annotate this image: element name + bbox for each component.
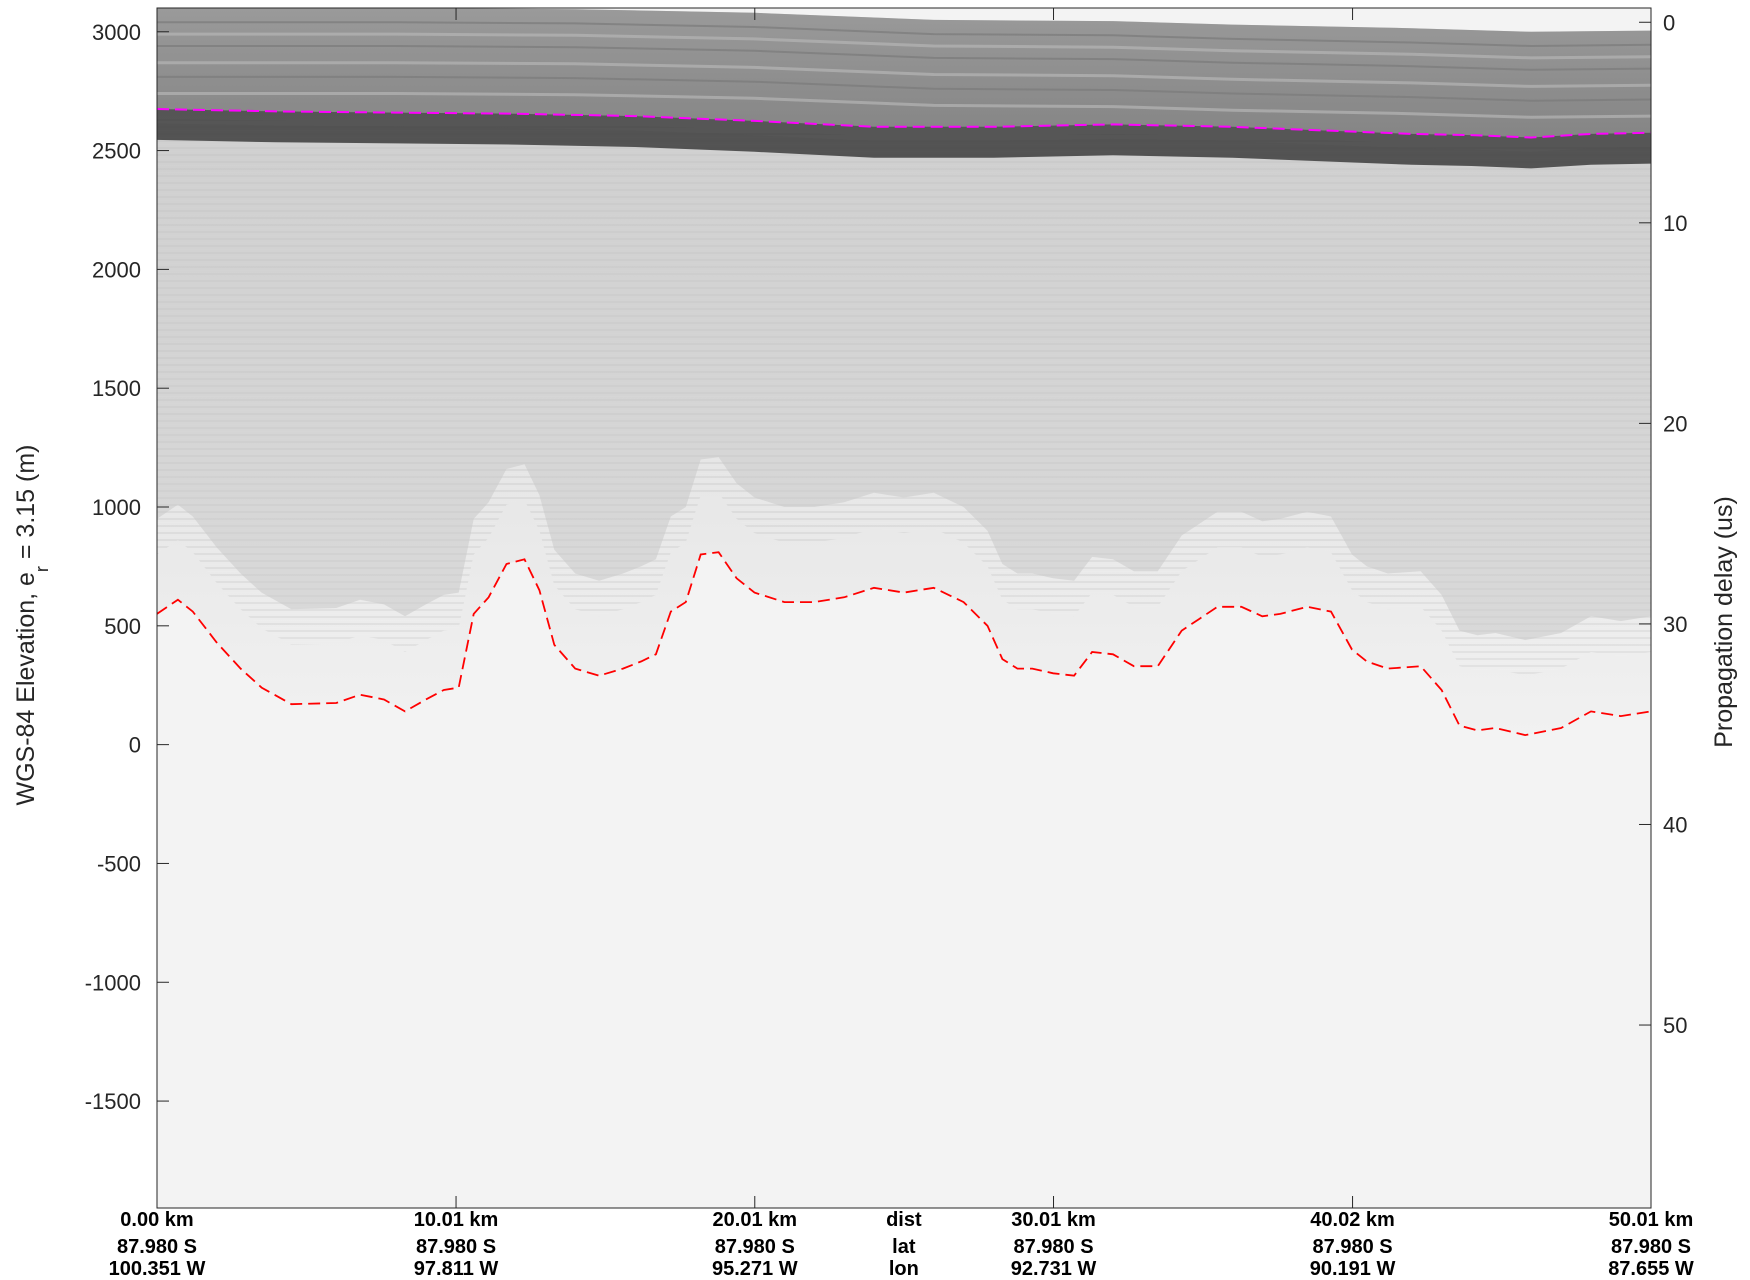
plot-frame: [156, 7, 1652, 1209]
right-axis-title: Propagation delay (us): [1710, 496, 1738, 748]
dark-firn-band: [157, 104, 1651, 169]
row-label-dist: dist: [886, 1209, 922, 1231]
plot-area: [157, 8, 1651, 1208]
position-lon-label: 92.731 W: [1011, 1258, 1097, 1280]
bottom-axis: [156, 8, 1652, 1208]
position-lon-label: 100.351 W: [109, 1258, 206, 1280]
position-lat-label: 87.980 S: [416, 1236, 496, 1258]
left-axis-title: WGS-84 Elevation, er = 3.15 (m): [12, 444, 52, 805]
right-tick-label: 50: [1663, 1013, 1687, 1038]
position-lat-label: 87.980 S: [715, 1236, 795, 1258]
left-tick-label: 1500: [92, 376, 141, 401]
left-tick-label: 0: [129, 733, 141, 758]
firn-stripe: [157, 92, 1651, 119]
left-axis: 3000 2500 2000 1500 1000 500 0 -500 -1000 -1500: [85, 20, 169, 1114]
right-tick-label: 40: [1663, 812, 1687, 837]
firn-stripe: [157, 75, 1651, 102]
right-tick-label: 20: [1663, 411, 1687, 436]
position-lon-label: 90.191 W: [1310, 1258, 1396, 1280]
position-dist-label: 50.01 km: [1609, 1209, 1694, 1231]
position-lon-label: 87.655 W: [1608, 1258, 1694, 1280]
left-tick-label: 1000: [92, 495, 141, 520]
position-lat-label: 87.980 S: [1013, 1236, 1093, 1258]
right-axis: 0 10 20 30 40 50: [1639, 10, 1687, 1038]
position-dist-label: 30.01 km: [1011, 1209, 1096, 1231]
left-tick-label: 3000: [92, 20, 141, 45]
left-tick-label: -1500: [85, 1089, 141, 1114]
position-lon-label: 95.271 W: [712, 1258, 798, 1280]
right-tick-label: 30: [1663, 612, 1687, 637]
position-dist-label: 0.00 km: [120, 1209, 193, 1231]
left-tick-label: 2000: [92, 257, 141, 282]
position-lon-label: 97.811 W: [414, 1258, 499, 1280]
ice-surface-pick-line: [157, 108, 1651, 139]
deep-ice-band: [157, 123, 1651, 641]
bed-pick-line: [157, 551, 1651, 737]
firn-stripe: [157, 32, 1651, 60]
firn-stripe: [157, 61, 1651, 88]
firn-stripes: [157, 21, 1651, 119]
position-lat-label: 87.980 S: [1313, 1236, 1393, 1258]
left-tick-label: -1000: [85, 970, 141, 995]
row-label-lat: lat: [892, 1236, 916, 1258]
right-tick-label: 10: [1663, 211, 1687, 236]
position-dist-label: 40.02 km: [1310, 1209, 1395, 1231]
position-lat-label: 87.980 S: [1611, 1236, 1691, 1258]
position-dist-label: 20.01 km: [713, 1209, 798, 1231]
row-label-lon: lon: [889, 1258, 919, 1280]
position-lat-label: 87.980 S: [117, 1236, 197, 1258]
left-tick-label: 2500: [92, 139, 141, 164]
firn-stripe: [157, 21, 1651, 48]
right-tick-label: 0: [1663, 10, 1675, 35]
left-tick-label: 500: [104, 614, 141, 639]
firn-stripe: [157, 45, 1651, 71]
position-dist-label: 10.01 km: [414, 1209, 499, 1231]
left-tick-label: -500: [97, 851, 141, 876]
